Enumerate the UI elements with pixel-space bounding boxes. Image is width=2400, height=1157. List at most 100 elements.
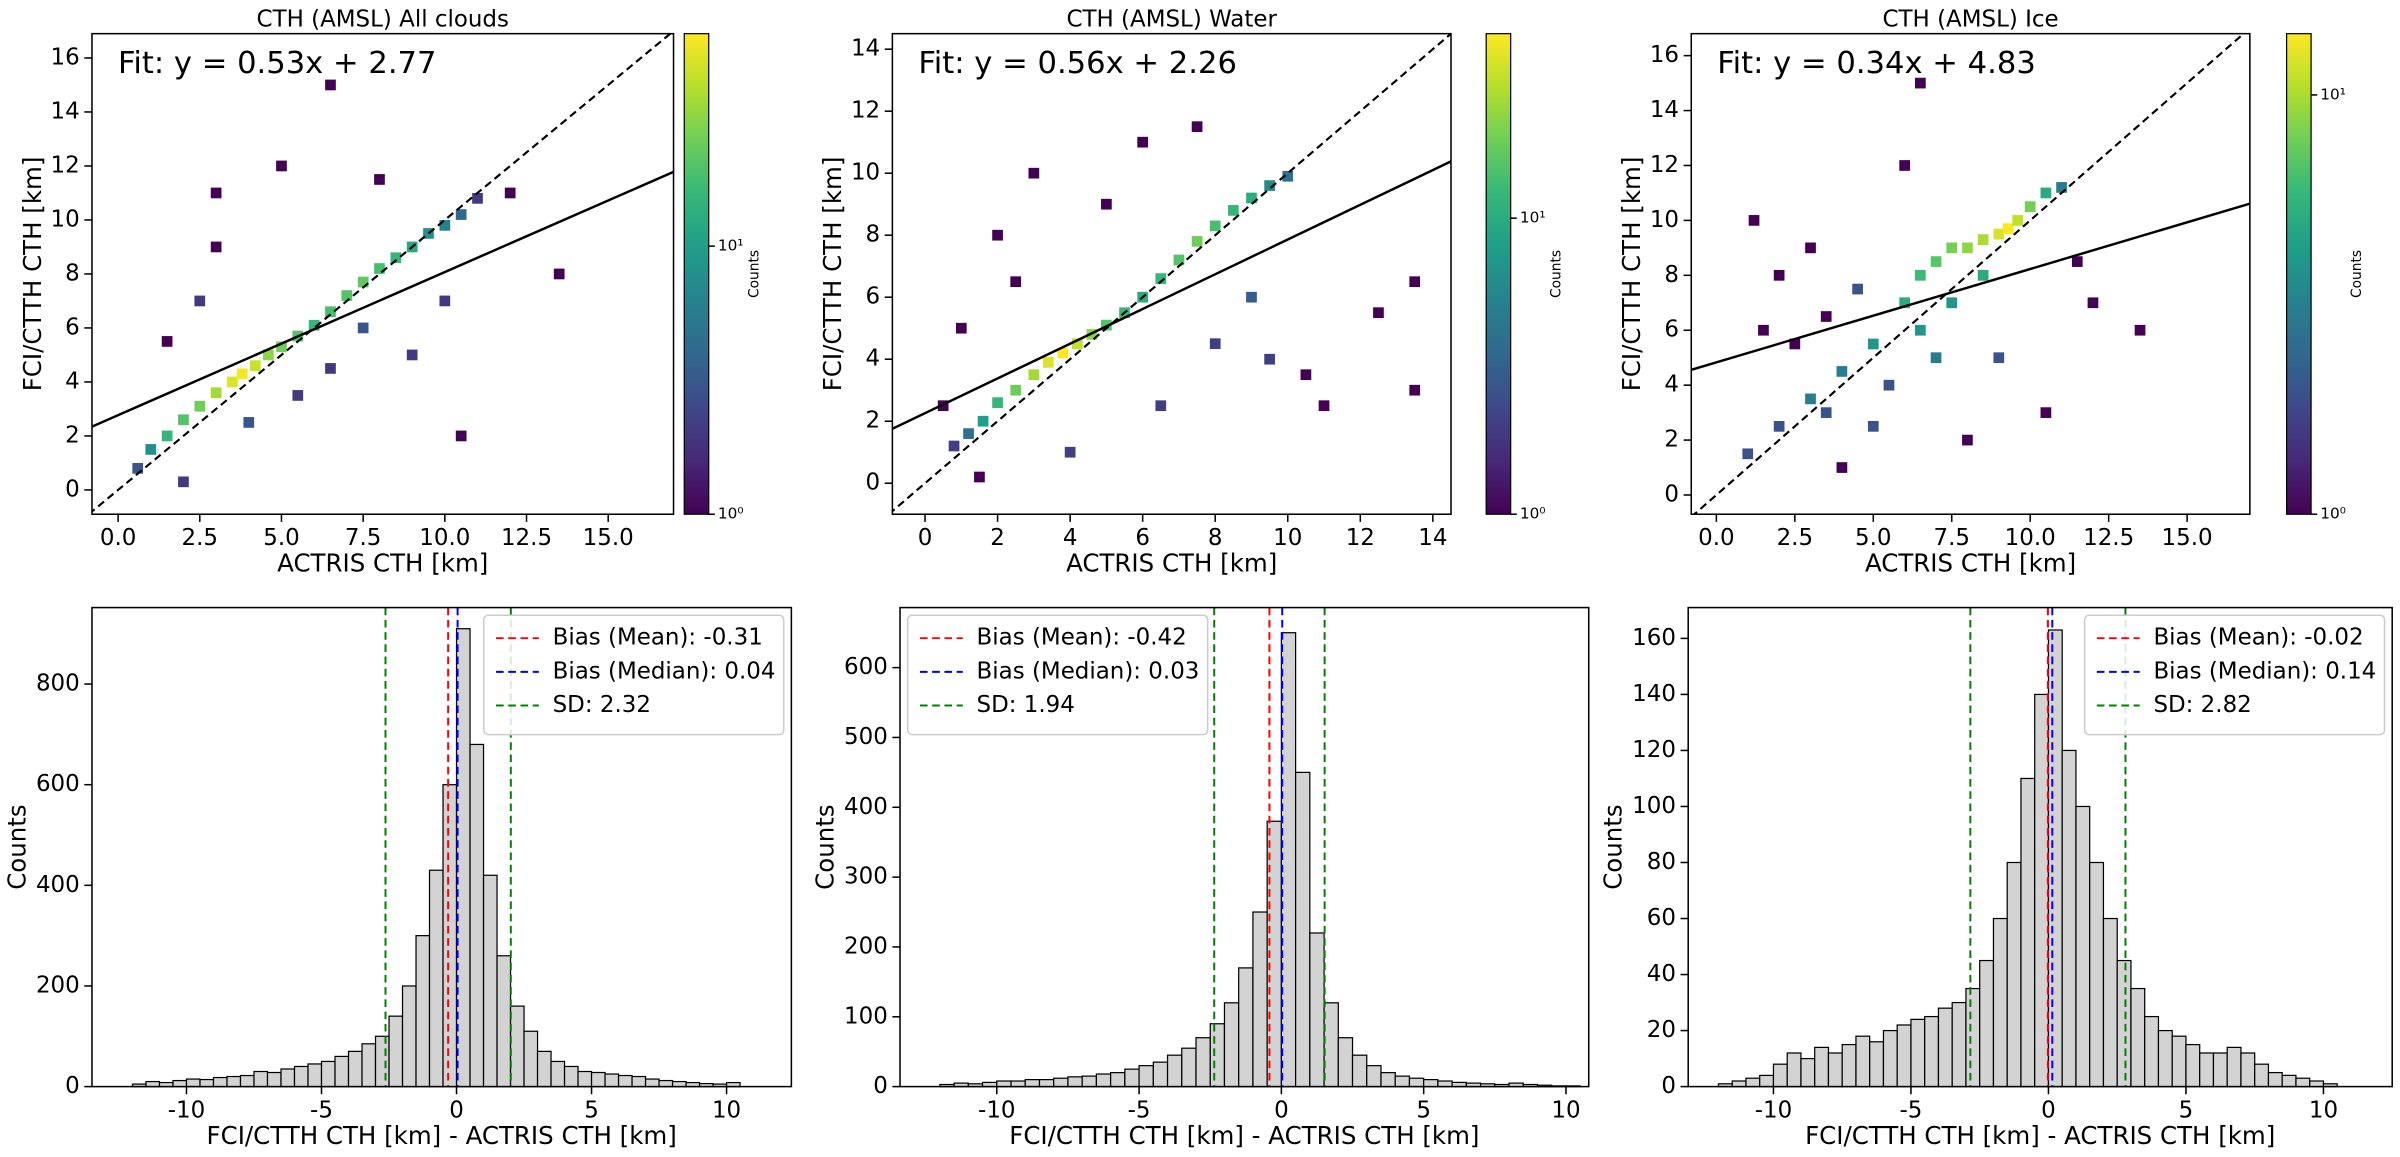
heatmap-cell bbox=[1930, 256, 1942, 267]
y-tick-label: 14 bbox=[1650, 97, 1679, 123]
histogram-bar bbox=[293, 1065, 309, 1088]
histogram-bar bbox=[1759, 1074, 1775, 1088]
histogram-bar bbox=[1965, 987, 1981, 1088]
heatmap-cell bbox=[276, 160, 287, 172]
heatmap-cell bbox=[1173, 254, 1185, 266]
one-to-one-line bbox=[1692, 33, 2246, 515]
y-tick-label: 16 bbox=[51, 44, 80, 70]
x-tick-label: 8 bbox=[1208, 525, 1223, 551]
histogram-bar bbox=[469, 743, 485, 1088]
y-tick-label: 12 bbox=[1650, 152, 1679, 178]
y-axis-label: Counts bbox=[811, 804, 840, 889]
heatmap-cell bbox=[325, 363, 336, 374]
heatmap-cell bbox=[210, 187, 222, 199]
y-axis-label: FCI/CTTH CTH [km] bbox=[18, 157, 47, 392]
x-axis-label: FCI/CTTH CTH [km] - ACTRIS CTH [km] bbox=[207, 1121, 677, 1150]
histogram-bar bbox=[1924, 1015, 1940, 1088]
histogram-bar bbox=[1195, 1037, 1211, 1088]
histogram-bar bbox=[523, 1030, 539, 1088]
histogram-bar bbox=[1408, 1077, 1425, 1088]
histogram-bar bbox=[428, 869, 444, 1088]
histogram-bar bbox=[2089, 861, 2105, 1088]
y-tick-label: 0 bbox=[1664, 482, 1679, 508]
histogram-bar bbox=[2020, 777, 2036, 1088]
heatmap-cell bbox=[374, 263, 385, 274]
y-axis-label: Counts bbox=[1599, 804, 1628, 889]
histogram-bar bbox=[1124, 1068, 1140, 1088]
axes-frame bbox=[1690, 32, 2251, 515]
x-tick-label: 2.5 bbox=[1777, 525, 1813, 551]
x-tick-label: 0 bbox=[1274, 1098, 1289, 1124]
heatmap-cell bbox=[292, 390, 304, 401]
x-tick-label: 2.5 bbox=[182, 525, 218, 551]
colorbar-tick-label: 10⁰ bbox=[1520, 505, 1546, 523]
histogram-bar bbox=[1731, 1080, 1747, 1088]
y-tick-label: 160 bbox=[1632, 625, 1676, 651]
y-tick-label: 6 bbox=[1664, 317, 1679, 343]
histogram-bar bbox=[442, 784, 458, 1088]
histogram-bar bbox=[2240, 1052, 2256, 1088]
heatmap-cell bbox=[1867, 338, 1879, 350]
colorbar-label: Counts bbox=[747, 250, 763, 298]
heatmap-cell bbox=[1946, 297, 1958, 309]
histogram-bar bbox=[401, 985, 417, 1088]
heatmap-cell bbox=[1836, 366, 1848, 377]
histogram-bar bbox=[1827, 1052, 1843, 1088]
histogram-bar bbox=[482, 874, 498, 1088]
legend-label: Bias (Mean): -0.42 bbox=[977, 625, 1187, 651]
fit-label: Fit: y = 0.53x + 2.77 bbox=[118, 46, 437, 81]
histogram-bar bbox=[1110, 1072, 1126, 1088]
histogram-bar bbox=[1138, 1065, 1154, 1088]
histogram-bar bbox=[1786, 1052, 1802, 1088]
heatmap-cell bbox=[439, 219, 451, 231]
heatmap-cell bbox=[955, 322, 967, 334]
y-tick-label: 6 bbox=[866, 284, 881, 310]
histogram-bar bbox=[2199, 1052, 2215, 1088]
y-tick-label: 2 bbox=[866, 408, 881, 434]
histogram-bar bbox=[1252, 911, 1268, 1088]
heatmap-cell bbox=[1409, 276, 1421, 288]
heatmap-cell bbox=[178, 414, 189, 426]
heatmap-cell bbox=[1773, 420, 1785, 432]
histogram-bar bbox=[1979, 959, 1995, 1088]
x-tick-label: 0 bbox=[449, 1098, 464, 1124]
histogram-bar bbox=[2267, 1071, 2283, 1088]
heatmap-cell bbox=[1962, 242, 1973, 254]
heatmap-cell bbox=[263, 349, 274, 361]
heatmap-cell bbox=[1852, 283, 1863, 295]
x-tick-label: 0.0 bbox=[100, 525, 136, 551]
y-tick-label: 14 bbox=[851, 36, 880, 62]
colorbar-tick-label: 10¹ bbox=[718, 237, 744, 255]
histogram-bar bbox=[2102, 917, 2118, 1088]
y-tick-label: 8 bbox=[1664, 262, 1679, 288]
heatmap-cell bbox=[1915, 324, 1926, 336]
x-tick-label: 2 bbox=[990, 525, 1005, 551]
y-tick-label: 14 bbox=[51, 98, 80, 124]
y-tick-label: 60 bbox=[1647, 905, 1676, 931]
x-tick-label: 0.0 bbox=[1698, 525, 1734, 551]
heatmap-cell bbox=[1101, 198, 1112, 210]
histogram-bar bbox=[1081, 1075, 1098, 1088]
y-tick-label: 6 bbox=[65, 314, 80, 340]
histogram-bar bbox=[1166, 1054, 1183, 1088]
x-tick-label: 5 bbox=[1416, 1098, 1431, 1124]
heatmap-cell bbox=[1805, 393, 1816, 405]
histogram-bar bbox=[1152, 1061, 1169, 1088]
heatmap-cell bbox=[341, 290, 353, 301]
histogram-bar bbox=[280, 1068, 296, 1088]
histogram-bar bbox=[1745, 1077, 1761, 1088]
histogram-bar bbox=[199, 1078, 215, 1088]
one-to-one-line bbox=[892, 33, 1451, 513]
histogram-bar bbox=[1937, 1007, 1953, 1088]
heatmap-cell bbox=[227, 376, 238, 388]
heatmap-cell bbox=[1246, 291, 1257, 303]
legend-label: Bias (Median): 0.14 bbox=[2153, 658, 2376, 684]
histogram-bar bbox=[185, 1078, 201, 1088]
histogram-bar bbox=[2130, 987, 2146, 1088]
y-tick-label: 40 bbox=[1647, 961, 1676, 987]
x-tick-label: 7.5 bbox=[345, 525, 381, 551]
heatmap-cell bbox=[243, 417, 255, 428]
heatmap-cell bbox=[2002, 223, 2014, 234]
y-tick-label: 0 bbox=[866, 470, 881, 496]
